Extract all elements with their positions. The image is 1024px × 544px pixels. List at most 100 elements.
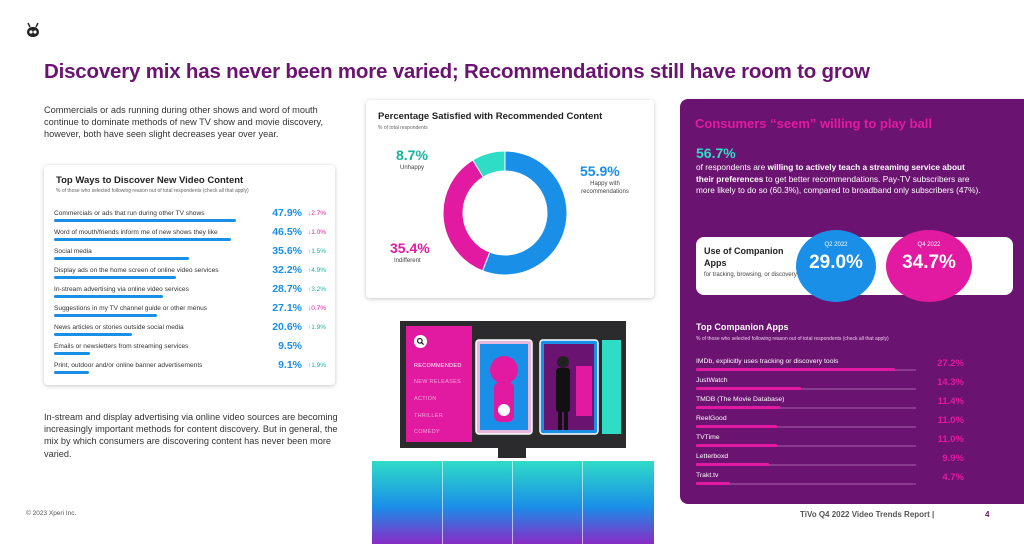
row-bar <box>54 371 89 374</box>
app-value: 27.2% <box>937 358 964 369</box>
app-track <box>696 464 916 466</box>
row-value: 32.2% <box>272 264 302 276</box>
menu-item-thriller: THRILLER <box>414 413 443 419</box>
page-title: Discovery mix has never been more varied… <box>44 60 870 83</box>
change-value: 1.9% <box>311 324 327 331</box>
app-bar <box>696 406 780 409</box>
change-value: 1.0% <box>311 229 327 236</box>
app-track <box>696 426 916 428</box>
satisfaction-title: Percentage Satisfied with Recommended Co… <box>378 111 603 122</box>
unhappy-value: 8.7% <box>396 147 428 163</box>
row-label: Emails or newsletters from streaming ser… <box>54 343 189 350</box>
app-name: ReelGood <box>696 415 727 422</box>
row-bar <box>54 257 190 260</box>
q4-stat-circle: Q4 2022 34.7% <box>886 230 972 302</box>
q2-stat-circle: Q2 2022 29.0% <box>796 230 876 302</box>
app-value: 14.3% <box>937 377 964 388</box>
app-value: 9.9% <box>942 453 964 464</box>
change-up: ↑1.9% <box>308 324 326 331</box>
row-label: Suggestions in my TV channel guide or ot… <box>54 305 208 312</box>
app-value: 4.7% <box>942 472 964 483</box>
row-value: 28.7% <box>272 283 302 295</box>
change-up: ↑1.5% <box>308 248 326 255</box>
row-bar <box>54 352 91 355</box>
row-bar <box>54 238 231 241</box>
app-name: JustWatch <box>696 377 728 384</box>
happy-label: Happy with recommendations <box>581 181 629 195</box>
tv-cabinet <box>372 461 654 544</box>
app-row: IMDb, explicitly uses tracking or discov… <box>696 358 964 376</box>
change-value: 4.9% <box>311 267 327 274</box>
menu-item-comedy: COMEDY <box>414 429 440 435</box>
row-label: Print, outdoor and/or online banner adve… <box>54 362 203 369</box>
panel-title: Consumers “seem” willing to play ball <box>695 116 932 131</box>
list-item: Suggestions in my TV channel guide or ot… <box>54 302 332 321</box>
row-value: 9.5% <box>278 340 302 352</box>
search-icon <box>414 335 427 348</box>
outro-paragraph: In-stream and display advertising via on… <box>44 412 338 459</box>
app-bar <box>696 463 769 466</box>
unhappy-label: Unhappy <box>400 165 425 171</box>
change-up: ↑1.9% <box>308 362 326 369</box>
satisfaction-donut-chart <box>442 150 568 276</box>
change-value: 1.5% <box>311 248 327 255</box>
row-label: In-stream advertising via online video s… <box>54 286 189 293</box>
tv-stand <box>498 446 526 458</box>
arrow-up-icon: ↑ <box>308 362 312 369</box>
list-item: Display ads on the home screen of online… <box>54 264 332 283</box>
row-value: 9.1% <box>278 359 302 371</box>
satisfaction-subtitle: % of total respondents <box>378 125 428 131</box>
companion-panel <box>680 99 1024 504</box>
row-bar <box>54 295 164 298</box>
indifferent-value: 35.4% <box>390 240 430 256</box>
app-value: 11.4% <box>937 396 964 407</box>
row-label: Word of mouth/friends inform me of new s… <box>54 229 218 236</box>
row-label: Social media <box>54 248 92 255</box>
apps-title: Top Companion Apps <box>696 322 789 332</box>
tivo-logo-icon <box>27 22 39 37</box>
app-name: TMDB (The Movie Database) <box>696 396 785 403</box>
arrow-down-icon: ↓ <box>308 305 312 312</box>
change-up: ↑3.2% <box>308 286 326 293</box>
panel-big-stat: 56.7% <box>696 145 736 161</box>
row-bar <box>54 219 237 222</box>
menu-item-new-releases: NEW RELEASES <box>414 379 462 385</box>
top-ways-subtitle: % of those who selected following reason… <box>56 188 249 194</box>
intro-paragraph: Commercials or ads running during other … <box>44 105 324 140</box>
change-value: 0.7% <box>311 305 327 312</box>
app-track <box>696 445 916 447</box>
app-row: Letterboxd 9.9% <box>696 453 964 471</box>
app-track <box>696 407 916 409</box>
list-item: Commercials or ads that run during other… <box>54 207 332 226</box>
app-value: 11.0% <box>937 434 964 445</box>
satisfaction-card: Percentage Satisfied with Recommended Co… <box>366 100 654 298</box>
q2-value: 29.0% <box>809 252 863 273</box>
companion-apps-sublabel: for tracking, browsing, or discovery <box>704 272 797 278</box>
list-item: Word of mouth/friends inform me of new s… <box>54 226 332 245</box>
list-item: In-stream advertising via online video s… <box>54 283 332 302</box>
q4-value: 34.7% <box>902 252 956 273</box>
row-label: Display ads on the home screen of online… <box>54 267 219 274</box>
app-track <box>696 483 916 485</box>
app-name: TVTime <box>696 434 720 441</box>
list-item: Print, outdoor and/or online banner adve… <box>54 359 332 378</box>
row-value: 47.9% <box>272 207 302 219</box>
row-value: 46.5% <box>272 226 302 238</box>
row-label: Commercials or ads that run during other… <box>54 210 205 217</box>
footer-report: TiVo Q4 2022 Video Trends Report | <box>800 510 935 519</box>
change-value: 3.2% <box>311 286 327 293</box>
row-value: 27.1% <box>272 302 302 314</box>
app-name: Letterboxd <box>696 453 729 460</box>
change-value: 1.9% <box>311 362 327 369</box>
top-ways-title: Top Ways to Discover New Video Content <box>56 175 244 186</box>
arrow-up-icon: ↑ <box>308 324 312 331</box>
arrow-down-icon: ↓ <box>308 210 312 217</box>
app-bar <box>696 482 731 485</box>
arrow-up-icon: ↑ <box>308 248 312 255</box>
app-bar <box>696 387 801 390</box>
apps-subtitle: % of those who selected following reason… <box>696 336 889 342</box>
q2-label: Q2 2022 <box>824 242 848 248</box>
indifferent-slice <box>442 159 491 272</box>
row-value: 35.6% <box>272 245 302 257</box>
panel-text: of respondents are willing to actively t… <box>696 162 981 195</box>
